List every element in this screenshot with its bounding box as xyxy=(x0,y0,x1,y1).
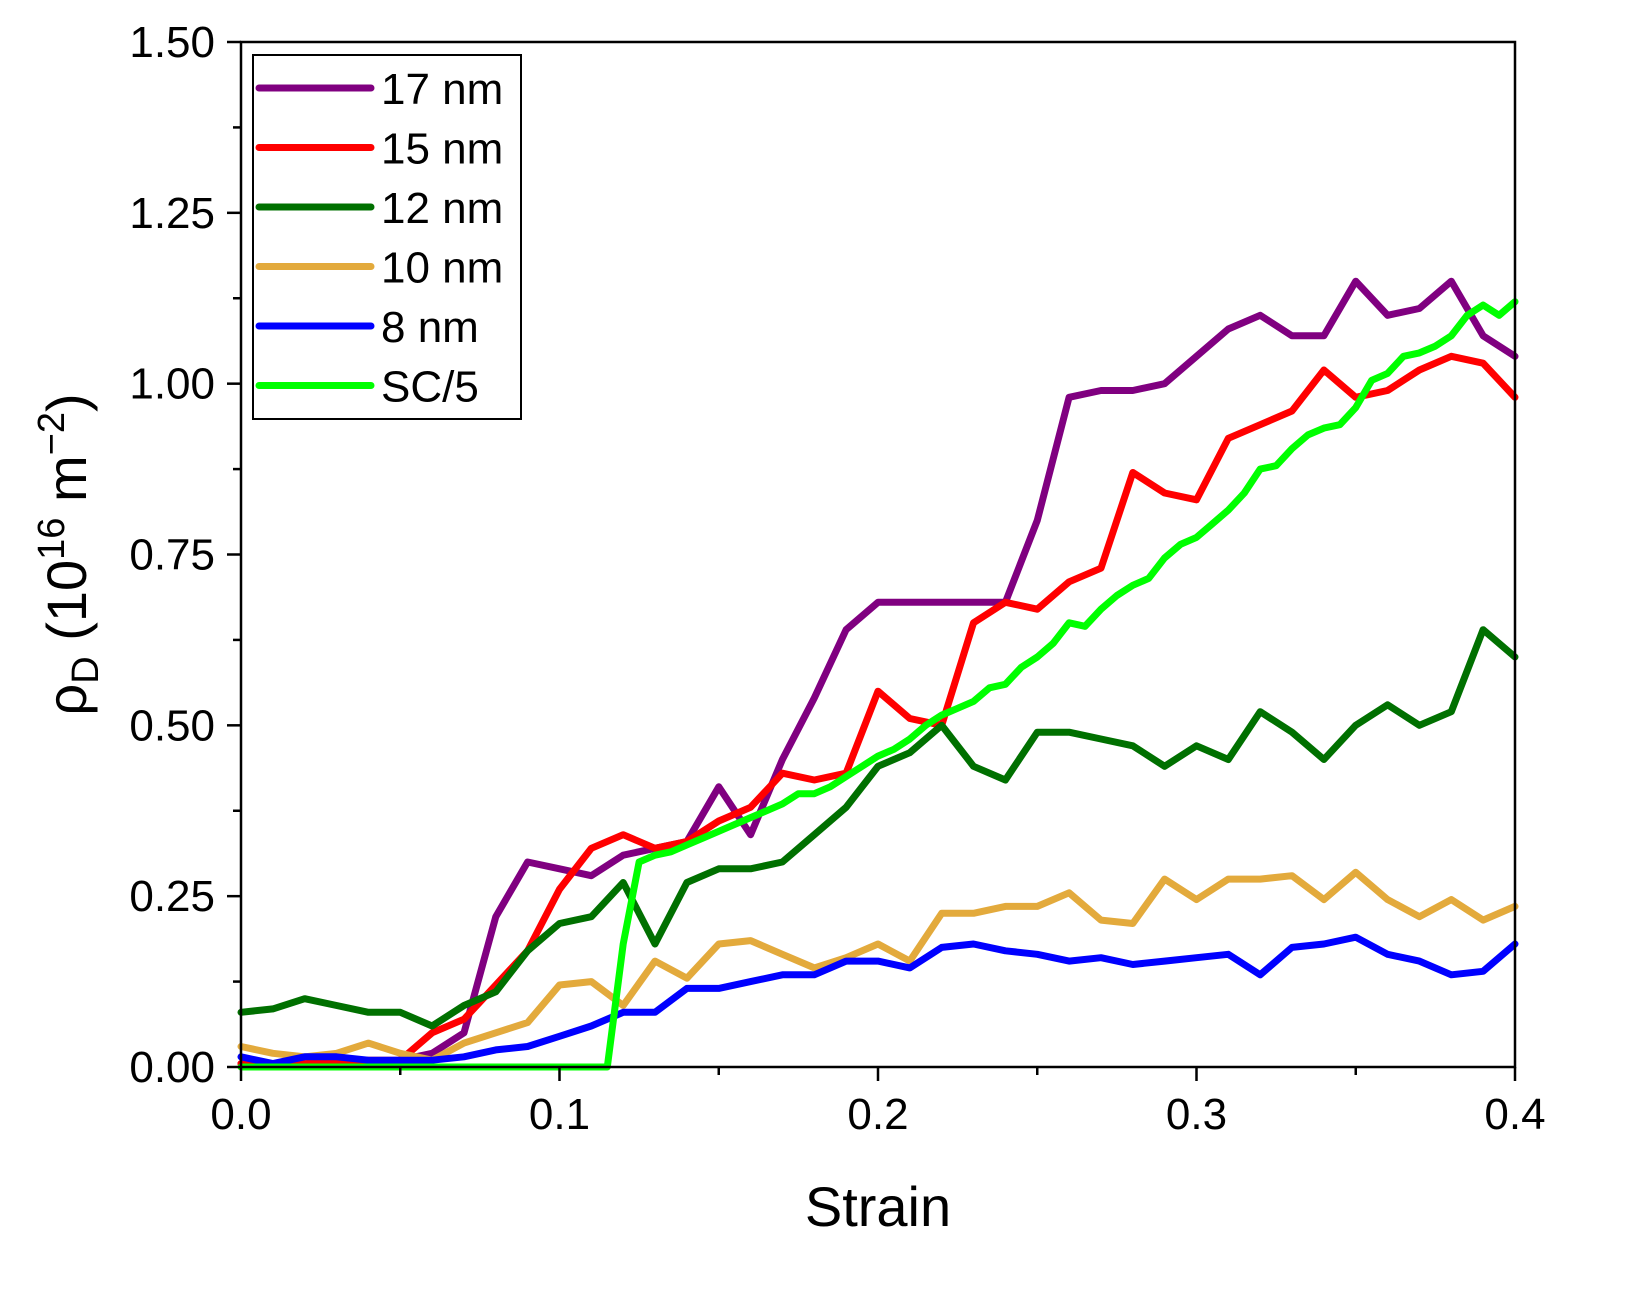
series-line-10-nm xyxy=(237,868,1519,1064)
y-axis-title-open: (10 xyxy=(35,560,98,657)
y-tick-label: 1.50 xyxy=(129,18,215,67)
y-tick-label: 0.25 xyxy=(129,872,215,921)
legend: 17 nm 15 nm 12 nm 10 nm 8 nm SC/5 xyxy=(252,54,522,420)
series-layer xyxy=(237,277,1519,1071)
series-line-8-nm xyxy=(237,933,1519,1068)
legend-box xyxy=(252,54,522,420)
series-line-12-nm xyxy=(237,626,1519,1030)
x-tick-label: 0.1 xyxy=(529,1090,590,1139)
legend-label: 15 nm xyxy=(381,125,503,174)
legend-label: 17 nm xyxy=(381,65,503,114)
legend-label: 12 nm xyxy=(381,184,503,233)
y-axis-title-unit: m xyxy=(35,455,98,517)
y-tick-label: 0.50 xyxy=(129,701,215,750)
legend-label: 10 nm xyxy=(381,244,503,293)
series-line-15-nm xyxy=(237,352,1519,1068)
x-tick-label: 0.2 xyxy=(847,1090,908,1139)
legend-label: 8 nm xyxy=(381,303,479,352)
x-tick-label: 0.4 xyxy=(1484,1090,1545,1139)
x-axis-title: Strain xyxy=(805,1175,951,1238)
y-tick-label: 1.25 xyxy=(129,189,215,238)
series-line-sc-5 xyxy=(237,298,1519,1071)
y-axis-title-unit-exp: −2 xyxy=(31,412,73,455)
y-tick-label: 0.00 xyxy=(129,1043,215,1092)
y-tick-label: 0.75 xyxy=(129,531,215,580)
y-tick-label: 1.00 xyxy=(129,360,215,409)
x-tick-label: 0.0 xyxy=(210,1090,271,1139)
y-axis-title-exp: 16 xyxy=(31,518,73,560)
series-line-17-nm xyxy=(237,277,1519,1070)
legend-label: SC/5 xyxy=(381,363,479,412)
y-axis-title-sub: D xyxy=(65,656,107,683)
y-axis-title-rho: ρ xyxy=(35,684,98,716)
y-axis-title-close: ) xyxy=(35,393,98,412)
x-tick-label: 0.3 xyxy=(1166,1090,1227,1139)
y-axis-title: ρD (1016 m−2) xyxy=(31,393,107,715)
axes-layer: 0.0 0.1 0.2 0.3 0.4 0.00 0.25 0.50 0.75 1.00 1.25 1… xyxy=(129,18,1545,1139)
